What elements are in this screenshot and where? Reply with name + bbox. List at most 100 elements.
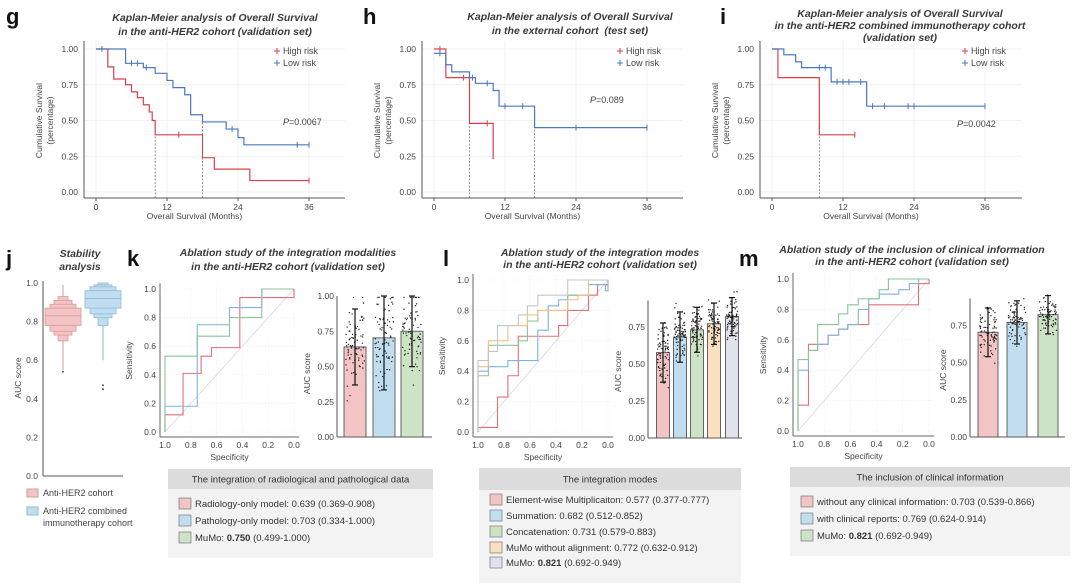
bootstrap-point — [736, 310, 739, 312]
bootstrap-point — [693, 320, 695, 323]
bootstrap-point — [664, 367, 666, 369]
bootstrap-point — [418, 338, 420, 341]
legend-swatch — [489, 493, 503, 506]
bootstrap-point — [350, 347, 353, 349]
bootstrap-point — [677, 327, 679, 329]
bootstrap-point — [1051, 304, 1053, 306]
bootstrap-point — [667, 343, 669, 345]
bootstrap-point — [1050, 315, 1053, 318]
bootstrap-point — [378, 296, 380, 299]
bootstrap-point — [1012, 311, 1014, 313]
bootstrap-point — [351, 344, 354, 347]
bootstrap-point — [674, 323, 676, 325]
bootstrap-point — [361, 319, 364, 321]
bootstrap-point — [1011, 335, 1013, 338]
bootstrap-point — [418, 336, 421, 339]
bootstrap-point — [374, 343, 376, 345]
bootstrap-point — [1021, 324, 1023, 326]
roc-curve — [477, 279, 608, 432]
y-tick-label: 0.75 — [399, 80, 416, 90]
bootstrap-point — [378, 381, 380, 384]
bootstrap-point — [657, 366, 660, 368]
bootstrap-point — [352, 371, 355, 374]
bootstrap-point — [362, 334, 364, 336]
bootstrap-point — [708, 325, 711, 327]
roc-x-tick-label: 0.2 — [576, 440, 588, 450]
bootstrap-point — [408, 328, 411, 330]
bootstrap-point — [387, 357, 389, 359]
bootstrap-point — [700, 327, 702, 329]
bootstrap-point — [718, 332, 720, 335]
bootstrap-point — [355, 373, 357, 376]
bootstrap-point — [1054, 312, 1057, 315]
bootstrap-point — [990, 345, 992, 347]
bootstrap-point — [991, 331, 994, 334]
bootstrap-point — [656, 361, 659, 363]
model-name: Pathology-only model: — [195, 516, 292, 527]
bootstrap-point — [412, 324, 415, 326]
bootstrap-point — [677, 334, 679, 336]
bootstrap-point — [1046, 317, 1048, 319]
bootstrap-point — [392, 316, 394, 319]
bootstrap-point — [666, 347, 669, 350]
bootstrap-point — [711, 314, 713, 316]
bootstrap-point — [692, 329, 695, 332]
bootstrap-point — [392, 296, 394, 299]
bootstrap-point — [1048, 316, 1051, 318]
bootstrap-point — [736, 290, 738, 293]
chart-title: Kaplan-Meier analysis of Overall Surviva… — [797, 8, 1004, 20]
bootstrap-point — [730, 332, 732, 335]
bootstrap-point — [1022, 323, 1025, 326]
bootstrap-point — [1054, 323, 1057, 325]
legend-header-bg — [479, 468, 741, 490]
bootstrap-point — [659, 352, 662, 355]
bootstrap-point — [1014, 323, 1017, 325]
bootstrap-point — [347, 350, 350, 352]
km-curve-high-risk — [96, 48, 309, 182]
chart-title: analysis — [59, 261, 101, 273]
bootstrap-point — [993, 325, 996, 328]
bar-y-tick-label: 0.00 — [950, 432, 967, 442]
bootstrap-point — [403, 296, 405, 299]
bootstrap-point — [717, 306, 719, 308]
bootstrap-point — [388, 369, 391, 371]
bootstrap-point — [708, 330, 710, 332]
bootstrap-point — [351, 333, 354, 336]
bootstrap-point — [1008, 335, 1010, 337]
roc-x-tick-label: 0.4 — [871, 439, 883, 449]
legend-body-bg — [479, 490, 741, 583]
bootstrap-point — [666, 339, 669, 342]
model-name: MuMo: — [817, 531, 849, 542]
chart-title: in the anti-HER2 cohort (validation set) — [191, 261, 385, 273]
bootstrap-point — [979, 314, 982, 316]
bootstrap-point — [376, 321, 379, 323]
bar-y-tick-label: 0.50 — [317, 362, 334, 372]
bootstrap-point — [350, 372, 353, 374]
bootstrap-point — [992, 338, 994, 340]
bootstrap-point — [990, 352, 993, 355]
km-curve-high-risk — [772, 48, 855, 136]
bootstrap-point — [675, 326, 677, 328]
bootstrap-point — [691, 321, 693, 323]
bootstrap-point — [683, 312, 686, 314]
bootstrap-point — [663, 364, 666, 367]
bootstrap-point — [388, 321, 391, 323]
legend-swatch — [800, 529, 814, 542]
bootstrap-point — [682, 335, 685, 337]
bootstrap-point — [351, 336, 353, 339]
bootstrap-point — [657, 358, 659, 361]
roc-x-tick-label: 0.8 — [818, 439, 830, 449]
bootstrap-point — [677, 316, 680, 319]
bootstrap-point — [989, 339, 992, 341]
bootstrap-point — [1055, 329, 1058, 332]
bootstrap-point — [346, 369, 348, 371]
bootstrap-point — [377, 303, 379, 306]
y-tick-label: 1.00 — [61, 44, 78, 54]
bootstrap-point — [416, 350, 418, 353]
bootstrap-point — [1044, 323, 1047, 325]
bootstrap-point — [414, 363, 417, 365]
bootstrap-point — [1010, 305, 1012, 307]
bootstrap-point — [995, 338, 997, 340]
auc-value: 0.772 — [614, 543, 638, 554]
bootstrap-point — [681, 330, 683, 333]
